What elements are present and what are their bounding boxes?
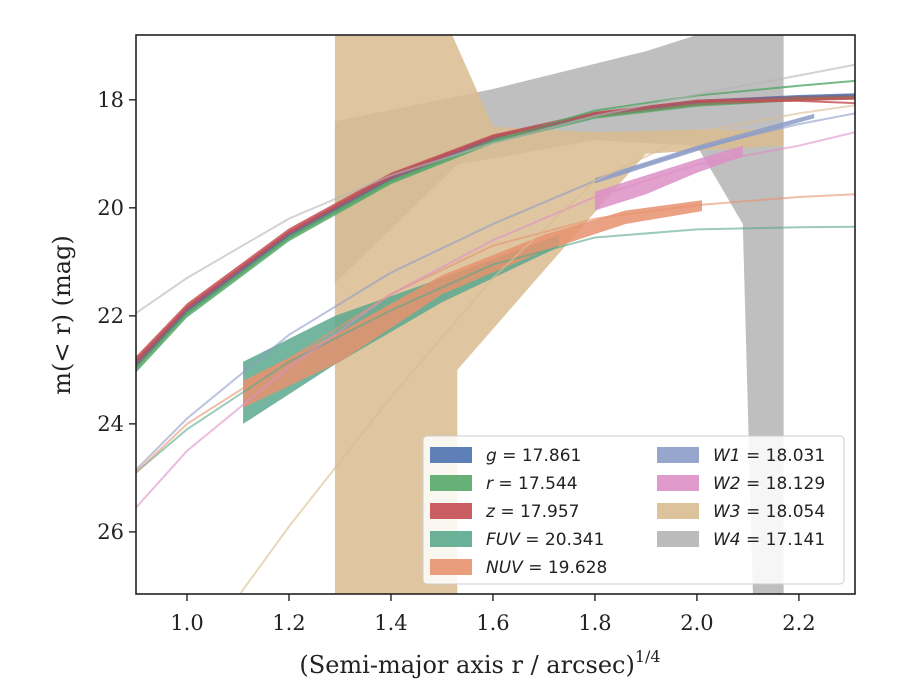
- legend-swatch-w1: [657, 447, 699, 463]
- legend-entry-r: r = 17.544: [430, 474, 578, 494]
- legend-label-w4: W4 = 17.141: [713, 530, 825, 550]
- x-axis-label: (Semi-major axis r / arcsec)1/4: [299, 647, 660, 679]
- legend-swatch-fuv: [430, 531, 472, 547]
- legend-label-w2: W2 = 18.129: [713, 474, 825, 494]
- legend-label-nuv: NUV = 19.628: [486, 558, 607, 578]
- legend-label-symbol: W2: [713, 474, 741, 494]
- legend-label-value: = 18.054: [741, 502, 826, 522]
- legend-swatch-z: [430, 503, 472, 519]
- legend-label-r: r = 17.544: [486, 474, 578, 494]
- legend-label-w3: W3 = 18.054: [713, 502, 825, 522]
- x-tick-label: 1.0: [170, 611, 203, 635]
- legend-swatch-w2: [657, 475, 699, 491]
- band-w1: [594, 113, 815, 184]
- x-tick-label: 1.2: [272, 611, 305, 635]
- legend-swatch-g: [430, 447, 472, 463]
- y-axis-label: m(< r) (mag): [48, 235, 76, 394]
- legend-label-g: g = 17.861: [486, 446, 581, 466]
- legend-entry-w4: W4 = 17.141: [657, 530, 825, 550]
- legend-entry-w1: W1 = 18.031: [657, 446, 825, 466]
- model-line-w1: [136, 112, 855, 471]
- legend-label-value: = 17.544: [493, 474, 578, 494]
- legend-entry-w3: W3 = 18.054: [657, 502, 825, 522]
- x-tick-label: 2.2: [782, 611, 815, 635]
- legend-label-value: = 20.341: [520, 530, 605, 550]
- x-axis-label-exponent: 1/4: [635, 647, 661, 666]
- legend-frame: [422, 435, 845, 585]
- legend-label-symbol: W1: [713, 446, 741, 466]
- legend-label-symbol: g: [486, 446, 497, 466]
- legend-entry-z: z = 17.957: [430, 502, 579, 522]
- plot-frame: [135, 34, 856, 595]
- legend-entry-fuv: FUV = 20.341: [430, 530, 604, 550]
- legend-label-value: = 17.861: [497, 446, 582, 466]
- model-line-w4: [136, 63, 855, 314]
- x-tick-label: 1.6: [476, 611, 509, 635]
- legend-label-value: = 17.957: [495, 502, 580, 522]
- model-extension-r: [492, 79, 855, 142]
- x-tick-label: 1.4: [374, 611, 407, 635]
- model-curves: [136, 63, 855, 594]
- x-tick-label: 2.0: [680, 611, 713, 635]
- legend-label-symbol: r: [486, 474, 494, 494]
- legend-swatch-nuv: [430, 559, 472, 575]
- band-fuv: [243, 234, 560, 424]
- x-axis-label-text: (Semi-major axis r / arcsec): [299, 651, 634, 679]
- legend-label-symbol: z: [485, 502, 496, 522]
- legend-label-value: = 18.129: [741, 474, 826, 494]
- legend-label-symbol: NUV: [486, 558, 524, 578]
- legend-label-symbol: FUV: [486, 530, 521, 550]
- model-line-z: [136, 96, 855, 363]
- model-extension-z: [696, 99, 855, 105]
- y-tick-label: 20: [97, 196, 124, 220]
- legend-swatch-w4: [657, 531, 699, 547]
- legend-entry-nuv: NUV = 19.628: [430, 558, 607, 578]
- legend-label-symbol: W3: [713, 502, 741, 522]
- legend-label-symbol: W4: [713, 530, 741, 550]
- model-line-nuv: [136, 193, 855, 474]
- model-line-fuv: [136, 225, 855, 474]
- y-tick-label: 22: [97, 304, 124, 328]
- model-line-w2: [136, 131, 855, 509]
- legend-swatch-w3: [657, 503, 699, 519]
- y-axis-ticks: 18 20 22 24 26: [97, 88, 136, 544]
- legend-entry-w2: W2 = 18.129: [657, 474, 825, 494]
- legend-label-fuv: FUV = 20.341: [486, 530, 604, 550]
- x-axis-ticks: 1.0 1.2 1.4 1.6 1.8 2.0 2.2: [170, 594, 816, 635]
- y-tick-label: 18: [97, 88, 124, 112]
- legend-label-z: z = 17.957: [485, 502, 579, 522]
- legend-label-value: = 18.031: [741, 446, 826, 466]
- x-tick-label: 1.8: [578, 611, 611, 635]
- model-line-w3: [238, 104, 855, 594]
- legend-label-w1: W1 = 18.031: [713, 446, 825, 466]
- band-w2: [594, 145, 743, 211]
- legend-swatch-r: [430, 475, 472, 491]
- legend-label-value: = 19.628: [523, 558, 608, 578]
- y-tick-label: 26: [97, 520, 124, 544]
- y-tick-label: 24: [97, 412, 124, 436]
- legend-entry-g: g = 17.861: [430, 446, 581, 466]
- legend-label-value: = 17.141: [741, 530, 826, 550]
